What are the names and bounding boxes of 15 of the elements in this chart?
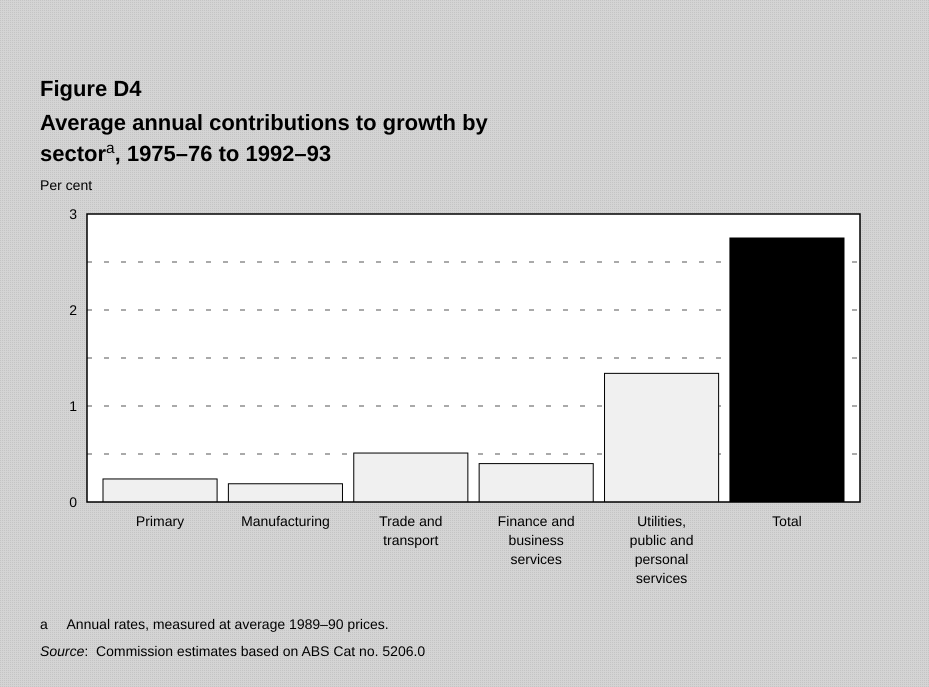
x-tick-label: Finance and business services (498, 513, 575, 567)
y-tick-label: 1 (69, 398, 78, 414)
source-note: Source: Commission estimates based on ABS Cat no. 5206.0 (40, 643, 426, 659)
chart-title: Figure D4 (40, 76, 142, 101)
y-tick-label: 2 (69, 302, 78, 318)
y-tick-label: 0 (69, 494, 78, 510)
text: a Annual rates, measured at average 1989–90 prices. (40, 616, 389, 632)
x-tick-label: Total (772, 513, 802, 529)
x-tick-label: Primary (136, 513, 184, 529)
x-tick-label: Manufacturing (241, 513, 330, 529)
chart-subtitle: Average annual contributions to growth by sector$^{a}$, 1975–76 to 1992–93 (40, 110, 489, 166)
x-tick-label: Trade and transport (379, 513, 442, 548)
x-tick-label: Utilities, public and personal services (630, 513, 694, 586)
y-axis-title: Per cent (40, 177, 92, 193)
y-tick-label: 3 (69, 206, 78, 222)
